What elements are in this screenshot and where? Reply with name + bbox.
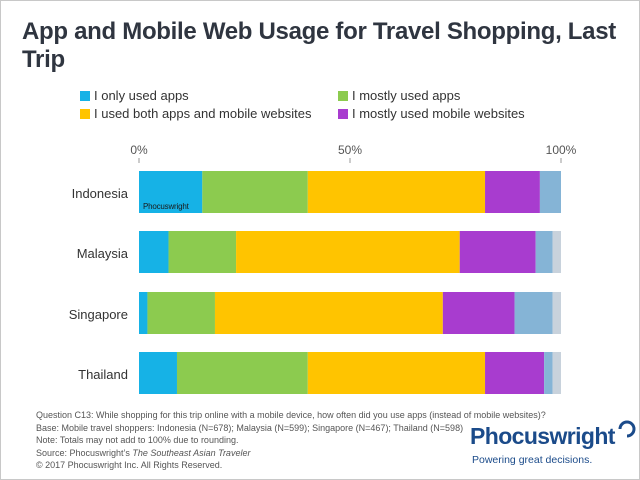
x-tick-50: 50% — [337, 143, 363, 157]
bar-segment-indonesia-2 — [307, 171, 486, 213]
x-tick-100: 100% — [545, 143, 577, 157]
logo-mark-icon — [618, 420, 636, 438]
legend-label-mostly-apps: I mostly used apps — [352, 88, 461, 103]
logo-name: Phocuswright — [470, 423, 615, 449]
legend-item-only-apps: I only used apps — [80, 88, 189, 103]
bar-segment-singapore-5 — [552, 292, 561, 334]
bar-segment-singapore-4 — [514, 292, 553, 334]
bar-segment-thailand-1 — [176, 352, 308, 394]
bar-segment-singapore-3 — [442, 292, 515, 334]
note-source: Source: Phocuswright’s The Southeast Asi… — [36, 447, 556, 460]
chart-watermark: Phocuswright — [143, 202, 189, 211]
bar-segment-malaysia-1 — [168, 231, 237, 273]
chart-notes: Question C13: While shopping for this tr… — [36, 409, 556, 472]
category-label-indonesia: Indonesia — [71, 186, 128, 201]
bar-segment-singapore-2 — [214, 292, 443, 334]
legend-item-mostly-apps: I mostly used apps — [338, 88, 460, 103]
legend-label-both: I used both apps and mobile websites — [94, 106, 312, 121]
bar-segment-singapore-1 — [147, 292, 215, 334]
legend-item-mostly-web: I mostly used mobile websites — [338, 106, 525, 121]
bar-segment-malaysia-5 — [552, 231, 561, 273]
note-question: Question C13: While shopping for this tr… — [36, 410, 546, 420]
bar-segment-indonesia-1 — [202, 171, 308, 213]
bar-segment-malaysia-0 — [139, 231, 169, 273]
bar-segment-thailand-2 — [307, 352, 486, 394]
bar-segment-indonesia-3 — [485, 171, 540, 213]
legend-swatch-mostly-apps — [338, 91, 348, 101]
legend-item-both: I used both apps and mobile websites — [80, 106, 312, 121]
bar-segment-indonesia-4 — [539, 171, 561, 213]
bar-segment-malaysia-3 — [459, 231, 536, 273]
legend-label-mostly-web: I mostly used mobile websites — [352, 106, 525, 121]
category-label-singapore: Singapore — [68, 307, 128, 322]
bar-segment-singapore-0 — [139, 292, 148, 334]
note-rounding: Note: Totals may not add to 100% due to … — [36, 435, 239, 445]
logo-tagline: Powering great decisions. — [472, 454, 593, 466]
legend-swatch-mostly-web — [338, 109, 348, 119]
note-base: Base: Mobile travel shoppers: Indonesia … — [36, 422, 464, 433]
bar-segment-malaysia-4 — [535, 231, 553, 273]
note-copyright: © 2017 Phocuswright Inc. All Rights Rese… — [36, 460, 223, 470]
legend-swatch-both — [80, 109, 90, 119]
x-tick-0: 0% — [130, 143, 148, 157]
legend-swatch-only-apps — [80, 91, 90, 101]
bar-segment-thailand-0 — [139, 352, 177, 394]
category-label-thailand: Thailand — [78, 367, 128, 382]
category-label-malaysia: Malaysia — [76, 246, 128, 261]
note-source-prefix: Source: Phocuswright’s — [36, 447, 133, 458]
chart-title: App and Mobile Web Usage for Travel Shop… — [22, 18, 616, 73]
bar-segment-thailand-3 — [485, 352, 545, 394]
bar-segment-thailand-4 — [544, 352, 553, 394]
note-source-title: The Southeast Asian Traveler — [132, 447, 251, 458]
bar-segment-thailand-5 — [552, 352, 561, 394]
bar-segment-indonesia-0 — [139, 171, 203, 213]
bar-segment-malaysia-2 — [236, 231, 460, 273]
legend-label-only-apps: I only used apps — [94, 88, 189, 103]
phocuswright-logo: Phocuswright Powering great decisions. — [470, 420, 636, 471]
